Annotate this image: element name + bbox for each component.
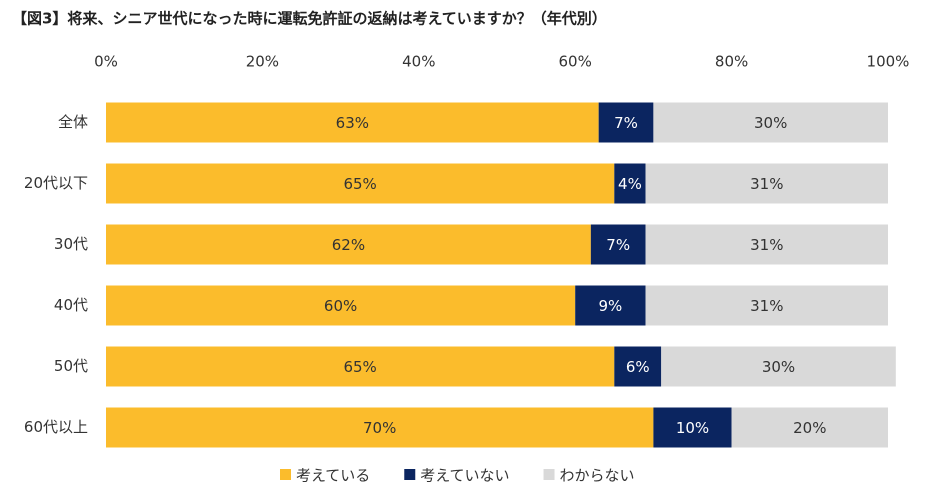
bar-segment — [645, 163, 888, 204]
data-label: 65% — [343, 175, 376, 193]
bar-segment — [106, 346, 615, 387]
bar-segment — [106, 102, 599, 143]
y-tick-label: 30代 — [54, 235, 88, 253]
data-label: 10% — [676, 419, 709, 437]
bar-segment — [614, 163, 646, 204]
legend-label: わからない — [560, 467, 635, 485]
y-tick-label: 50代 — [54, 357, 88, 375]
data-label: 9% — [598, 297, 622, 315]
y-tick-label: 全体 — [58, 113, 88, 131]
x-tick-label: 80% — [715, 53, 748, 71]
y-tick-label: 40代 — [54, 296, 88, 314]
data-label: 63% — [336, 114, 369, 132]
y-tick-label: 20代以下 — [24, 174, 88, 192]
bar-segment — [598, 102, 654, 143]
data-label: 62% — [332, 236, 365, 254]
legend-label: 考えている — [296, 467, 370, 485]
bar-segment — [653, 407, 732, 448]
data-label: 7% — [614, 114, 638, 132]
data-label: 4% — [618, 175, 642, 193]
bar-segment — [575, 285, 646, 326]
data-label: 7% — [606, 236, 630, 254]
data-label: 30% — [754, 114, 787, 132]
bar-segment — [653, 102, 888, 143]
y-tick-label: 60代以上 — [24, 418, 88, 436]
data-label: 31% — [750, 297, 783, 315]
legend-label: 考えていない — [420, 467, 509, 485]
legend-swatch — [280, 469, 291, 480]
data-label: 31% — [750, 236, 783, 254]
x-tick-label: 20% — [246, 53, 279, 71]
legend-swatch — [543, 469, 555, 480]
bar-segment — [106, 224, 591, 265]
x-tick-label: 40% — [402, 53, 435, 71]
data-label: 31% — [750, 175, 783, 193]
data-label: 65% — [343, 358, 376, 376]
data-label: 30% — [762, 358, 795, 376]
x-tick-label: 60% — [559, 53, 592, 71]
bar-segment — [645, 224, 888, 265]
bar-segment — [731, 407, 888, 448]
x-tick-label: 0% — [94, 53, 118, 71]
bar-segment — [661, 346, 896, 387]
legend-swatch — [404, 469, 416, 480]
data-label: 70% — [363, 419, 396, 437]
bar-segment — [645, 285, 888, 326]
data-label: 20% — [793, 419, 826, 437]
bar-segment — [106, 407, 654, 448]
bar-segment — [614, 346, 662, 387]
x-tick-label: 100% — [867, 53, 910, 71]
data-label: 60% — [324, 297, 357, 315]
chart-title: 【図3】将来、シニア世代になった時に運転免許証の返納は考えていますか？（年代別） — [12, 10, 607, 28]
bar-segment — [106, 163, 615, 204]
bar-segment — [106, 285, 576, 326]
bar-segment — [590, 224, 646, 265]
data-label: 6% — [626, 358, 650, 376]
